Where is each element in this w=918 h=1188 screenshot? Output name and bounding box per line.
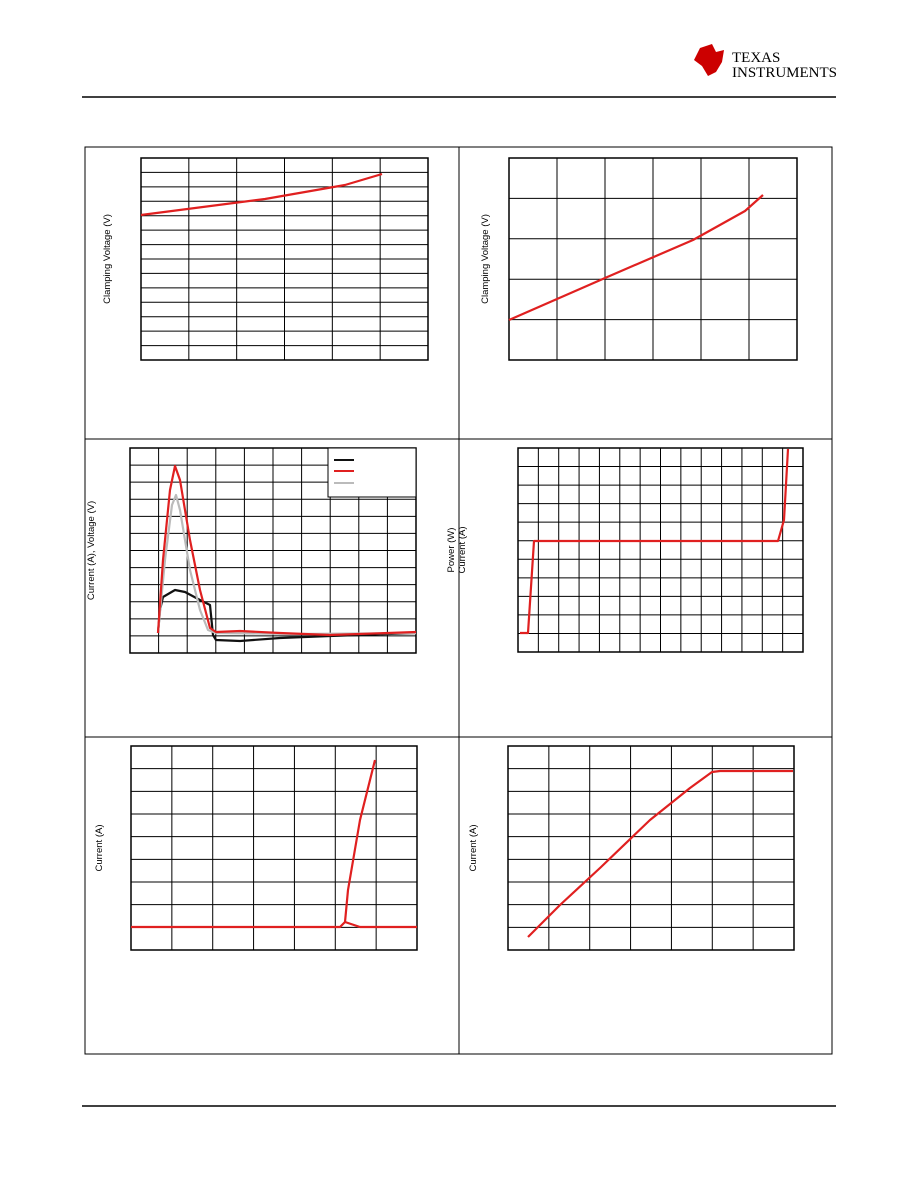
y-axis-label: Current (A) (468, 825, 479, 872)
grids (129, 157, 804, 951)
curve (520, 448, 790, 635)
plot-frame (140, 157, 429, 361)
plot-frame (507, 745, 795, 951)
legend (327, 447, 417, 498)
labels: Clamping Voltage (V) Clamping Voltage (V)… (86, 214, 491, 871)
plot-frame (129, 447, 417, 654)
logo-mark (694, 44, 724, 76)
y-axis-label: Clamping Voltage (V) (102, 214, 113, 304)
curve (131, 759, 377, 929)
y-axis-label: Current (A) (457, 527, 468, 574)
curve (156, 588, 417, 643)
logo-text: TEXAS (732, 50, 780, 66)
y-axis-label: Current (A) (94, 825, 105, 872)
y-axis-label: Current (A), Voltage (V) (86, 501, 97, 600)
logo-text: INSTRUMENTS (732, 65, 837, 81)
curve (508, 194, 764, 322)
plot-area (508, 746, 794, 950)
curve (527, 769, 793, 938)
curve (140, 172, 383, 217)
legend-box (327, 447, 417, 498)
y-axis-label: Clamping Voltage (V) (480, 214, 491, 304)
plot-frame (508, 157, 798, 361)
ti-logo: TEXAS INSTRUMENTS (694, 44, 837, 81)
curve (156, 464, 417, 637)
plot-frame (130, 745, 418, 951)
plot-area (131, 746, 417, 950)
curves (131, 172, 793, 938)
plot-frame (517, 447, 804, 653)
curve (156, 493, 417, 636)
curve (344, 920, 417, 929)
y-axis-label: Power (W) (446, 528, 457, 573)
